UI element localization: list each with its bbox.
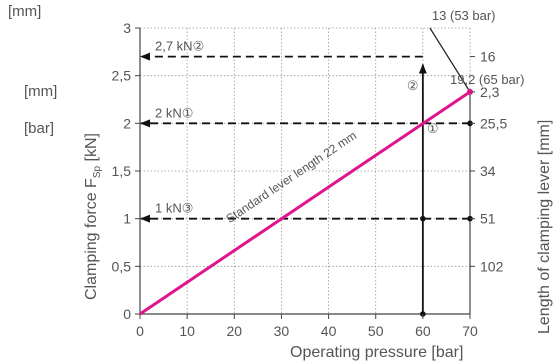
x-tick-label: 50	[368, 323, 384, 339]
right-tick-label: 102	[480, 258, 504, 274]
reference-line-label: 2,7 kN②	[155, 39, 204, 54]
x-tick-label: 0	[136, 323, 144, 339]
reference-line-label: 2 kN①	[155, 105, 193, 120]
right-tick-label: 51	[480, 211, 496, 227]
x-tick-label: 40	[321, 323, 337, 339]
left-unit-mm-label: [mm]	[24, 83, 57, 100]
y-tick-label: 3	[123, 20, 131, 36]
left-unit-bar-label: [bar]	[24, 120, 54, 137]
annotation-label: ①	[427, 121, 439, 136]
y-axis-title-main: Clamping force F	[83, 178, 100, 300]
x-tick-label: 30	[274, 323, 290, 339]
right-tick-label: 16	[480, 49, 496, 65]
top-unit-label: [mm]	[8, 3, 41, 20]
x-axis-title: Operating pressure [bar]	[290, 344, 463, 361]
x-tick-label: 10	[179, 323, 195, 339]
annotation-label: 19,2 (65 bar)	[450, 72, 524, 87]
right-tick-label: 2,3	[480, 84, 500, 100]
max-pressure-line	[429, 27, 471, 93]
y-tick-label: 1,5	[112, 163, 132, 179]
y-tick-label: 1	[123, 211, 131, 227]
x-tick-label: 60	[415, 323, 431, 339]
pressure-dot-1kn	[420, 215, 426, 222]
y-axis-title-sub: Sp	[92, 166, 103, 179]
x-tick-label: 70	[462, 323, 478, 339]
y-axis-title-unit: [kN]	[83, 133, 100, 166]
y-tick-label: 0	[123, 306, 131, 322]
y-axis-title-left: Clamping force FSp [kN]	[83, 133, 103, 300]
right-tick-label: 34	[480, 163, 496, 179]
x-tick-label: 20	[226, 323, 242, 339]
right-tick-label: 25,5	[480, 115, 507, 131]
series-line	[139, 90, 471, 316]
reference-layer: 2,7 kN② 2 kN① 1 kN③	[140, 39, 473, 317]
annotation-label: 13 (53 bar)	[432, 8, 496, 23]
tick-layer: 0 10 20 30 40 50 60 70 0 0,5 1 1,5 2 2,5 3 16 2,3 25,5 34 5…	[112, 8, 525, 339]
y-axis-title-right: Length of clamping lever [mm]	[536, 120, 553, 334]
y-tick-label: 2	[123, 115, 131, 131]
reference-line-label: 1 kN③	[155, 201, 193, 216]
annotation-label: ②	[407, 78, 419, 93]
y-tick-label: 2,5	[112, 68, 132, 84]
y-tick-label: 0,5	[112, 258, 132, 274]
